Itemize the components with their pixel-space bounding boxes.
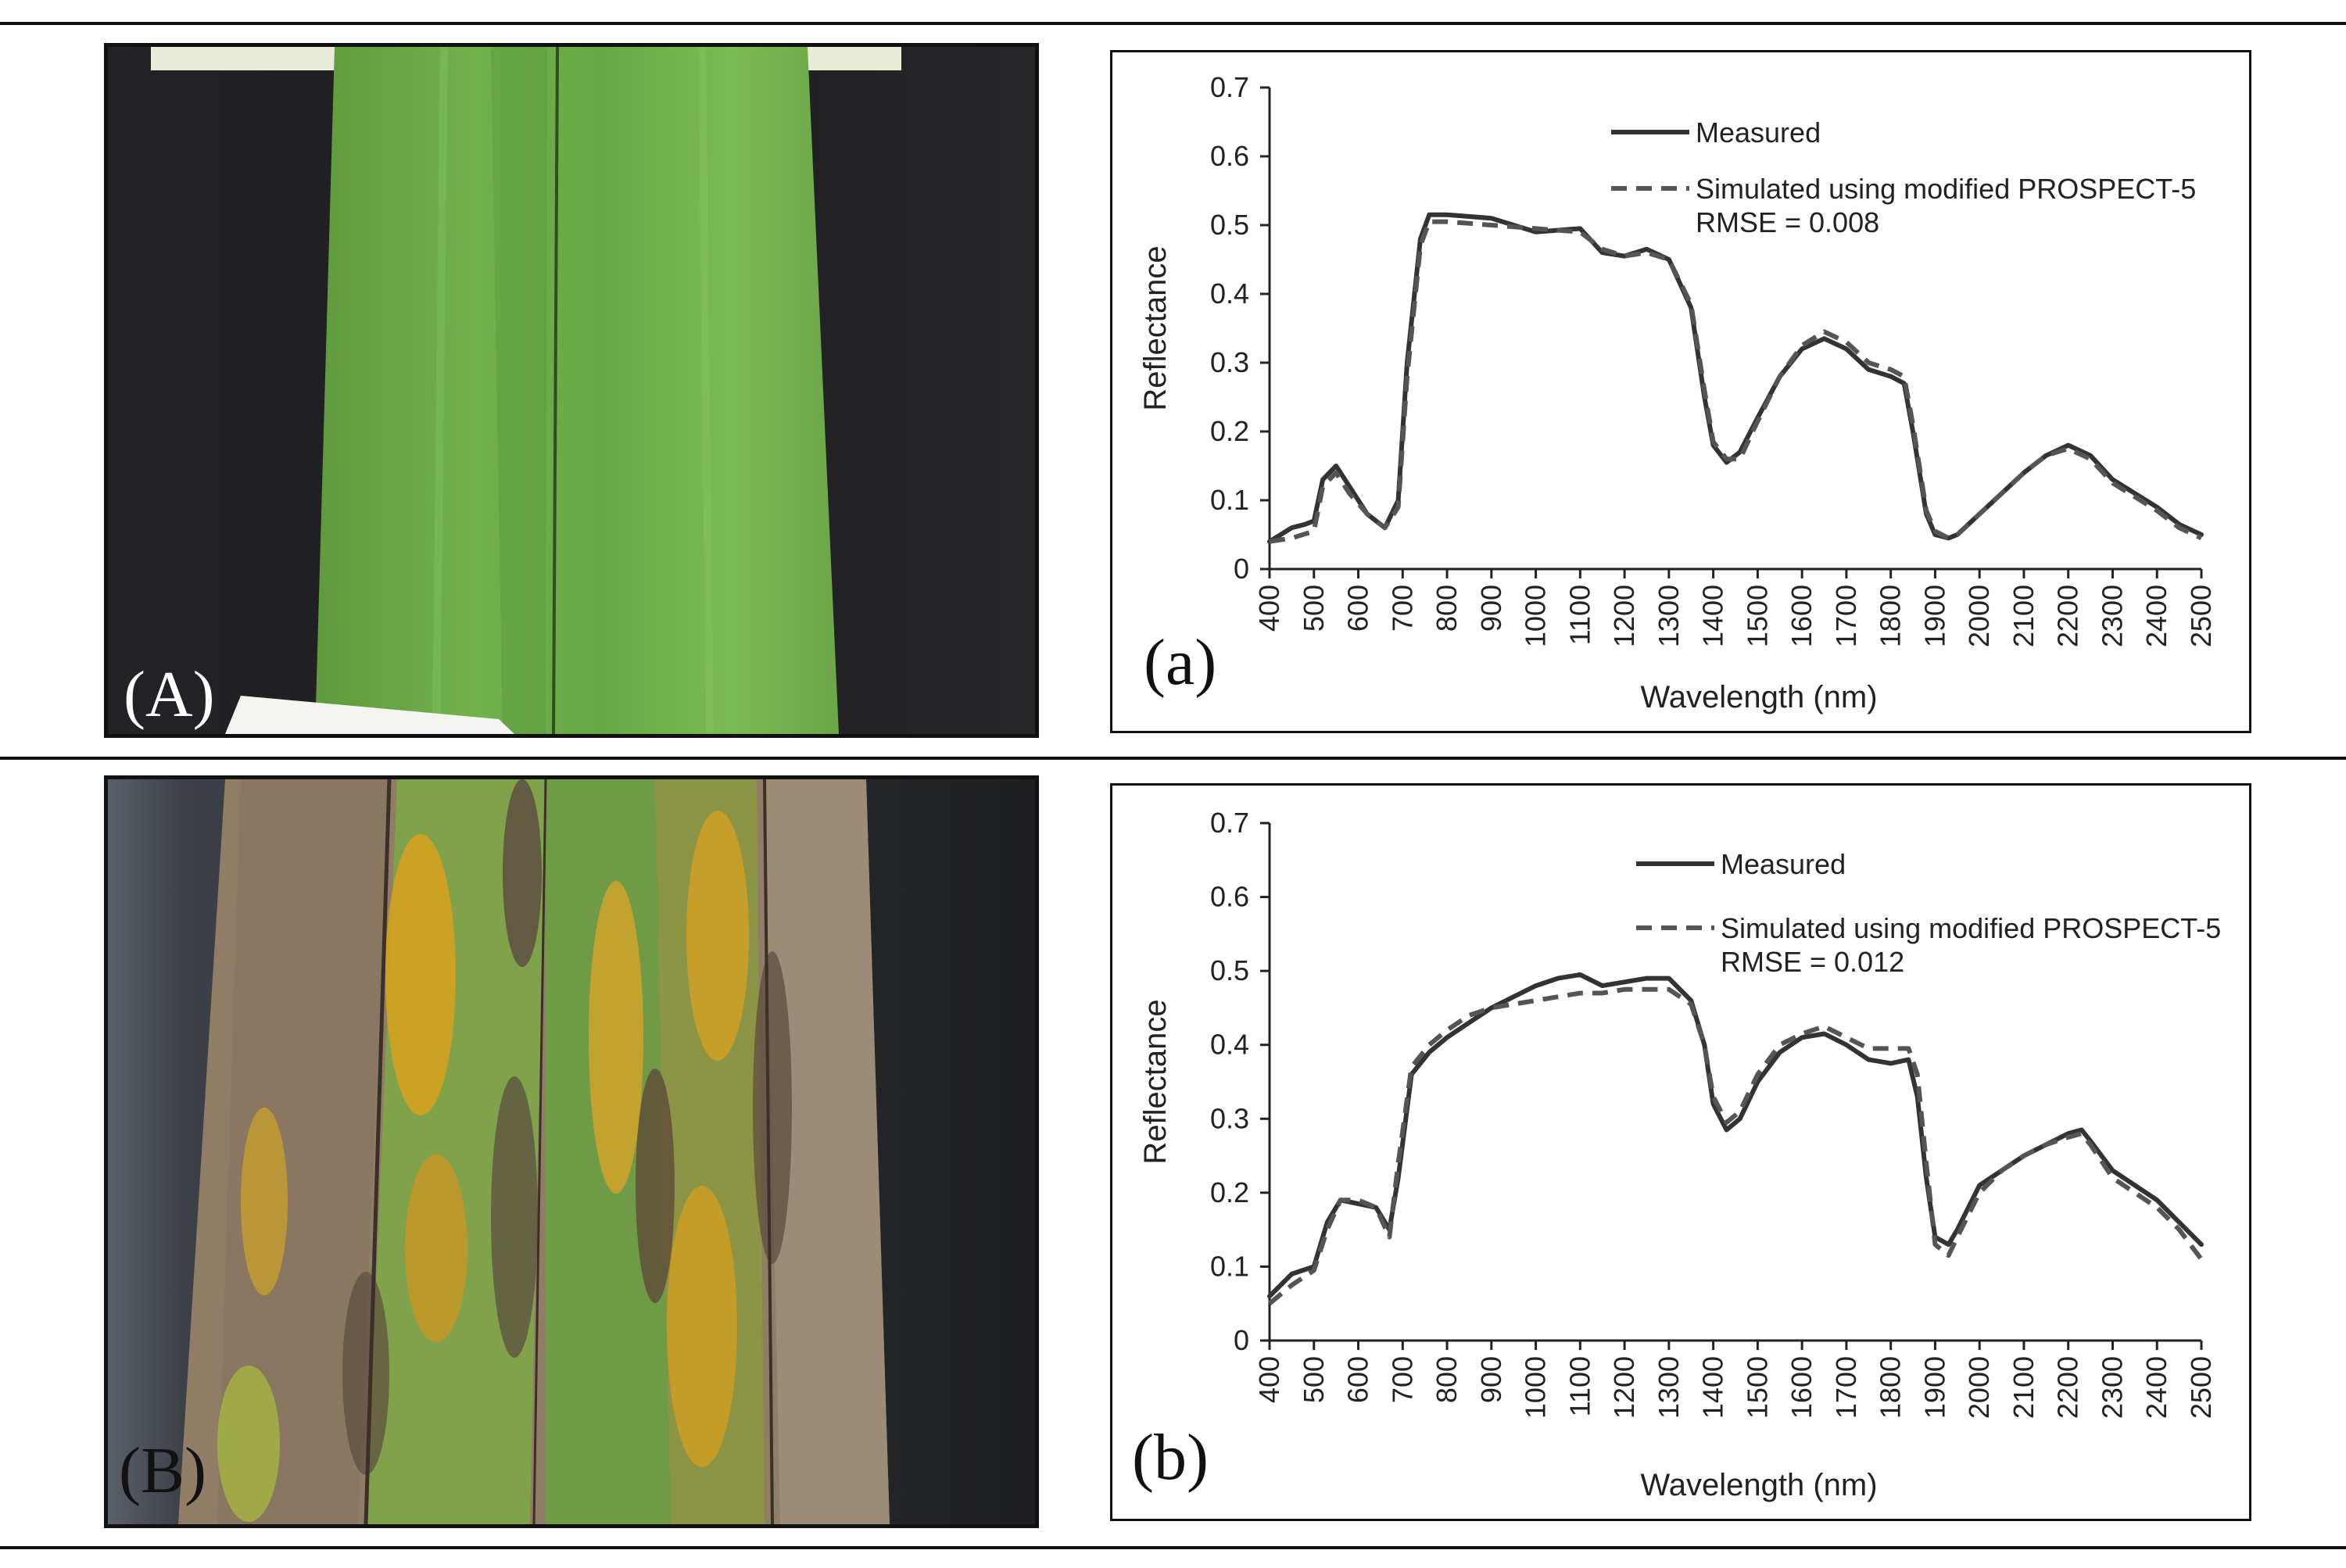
x-tick-label: 500 — [1298, 1356, 1330, 1403]
legend-label: Measured — [1721, 848, 1846, 880]
x-tick-label: 2000 — [1963, 585, 1995, 647]
x-tick-label: 800 — [1431, 1356, 1463, 1403]
x-tick-label: 2100 — [2008, 585, 2040, 647]
chart-a-svg: 0 0.1 0.2 0.3 0.4 0.5 0.6 0.7 400 500 600 700 800 900… — [1138, 71, 2217, 714]
y-axis-title: Reflectance — [1138, 999, 1173, 1164]
x-tick-label: 2100 — [2008, 1356, 2040, 1419]
x-tick-label: 2200 — [2052, 585, 2084, 647]
x-tick-label: 1300 — [1653, 585, 1685, 647]
series-line-simulated — [1268, 986, 2204, 1306]
y-tick-label: 0 — [1234, 1324, 1249, 1356]
middle-rule — [0, 757, 2346, 760]
x-tick-label: 900 — [1475, 585, 1507, 632]
y-tick-label: 0.7 — [1210, 807, 1249, 839]
x-tick-label: 700 — [1386, 1356, 1418, 1403]
y-tick-label: 0.4 — [1210, 1029, 1249, 1061]
rmse-annotation: RMSE = 0.012 — [1721, 946, 1904, 978]
healthy-leaf-illustration — [108, 47, 1035, 734]
x-tick-label: 2400 — [2140, 585, 2172, 647]
photo-healthy-leaf: (A) — [104, 43, 1039, 738]
x-tick-label: 1100 — [1563, 585, 1596, 645]
y-tick-label: 0.6 — [1210, 140, 1249, 172]
x-tick-label: 2000 — [1963, 1356, 1995, 1419]
panel-letter: (b) — [1132, 1421, 1209, 1494]
x-tick-label: 2500 — [2185, 1356, 2217, 1419]
y-axis-title: Reflectance — [1138, 245, 1173, 410]
x-tick-label: 600 — [1342, 1356, 1374, 1403]
x-tick-label: 600 — [1342, 585, 1374, 632]
y-tick-label: 0.1 — [1210, 484, 1249, 516]
x-tick-label: 1200 — [1608, 1356, 1640, 1419]
x-tick-label: 1000 — [1520, 585, 1552, 647]
legend-label: Simulated using modified PROSPECT-5 — [1721, 912, 2221, 944]
y-tick-label: 0.2 — [1210, 415, 1249, 447]
y-tick-label: 0.2 — [1210, 1176, 1249, 1208]
x-tick-label: 400 — [1253, 1356, 1285, 1403]
x-tick-label: 2200 — [2052, 1356, 2084, 1419]
y-tick-label: 0.3 — [1210, 1102, 1249, 1134]
y-tick-label: 0.7 — [1210, 71, 1249, 103]
x-tick-label: 1800 — [1875, 585, 1907, 647]
y-tick-label: 0.1 — [1210, 1250, 1249, 1282]
bottom-rule — [0, 1546, 2346, 1549]
x-tick-label: 1100 — [1563, 1356, 1596, 1416]
photo-label-a: (A) — [124, 658, 215, 731]
x-tick-label: 2500 — [2185, 585, 2217, 647]
x-tick-label: 400 — [1253, 585, 1285, 632]
x-tick-label: 1900 — [1918, 585, 1950, 647]
x-axis-title: Wavelength (nm) — [1640, 680, 1877, 714]
photo-label-b: (B) — [119, 1434, 206, 1507]
chart-panel-a: 0 0.1 0.2 0.3 0.4 0.5 0.6 0.7 400 500 600 700 800 900… — [1110, 50, 2251, 733]
x-tick-label: 700 — [1386, 585, 1418, 632]
series-line-measured — [1267, 972, 2204, 1299]
chart-b-svg: 0 0.1 0.2 0.3 0.4 0.5 0.6 0.7 400 500 600 700 800 900… — [1132, 807, 2221, 1502]
panel-letter: (a) — [1144, 626, 1216, 699]
x-tick-label: 1700 — [1830, 1356, 1862, 1419]
x-tick-label: 1500 — [1741, 585, 1773, 647]
y-tick-label: 0.5 — [1210, 209, 1249, 241]
x-tick-label: 2400 — [2140, 1356, 2172, 1419]
x-tick-label: 1600 — [1785, 585, 1818, 647]
diseased-leaf-illustration — [108, 779, 1035, 1524]
photo-diseased-leaf: (B) — [104, 775, 1039, 1528]
x-tick-label: 500 — [1298, 585, 1330, 632]
x-tick-label: 1700 — [1830, 585, 1862, 647]
rmse-annotation: RMSE = 0.008 — [1696, 206, 1879, 238]
x-tick-label: 1400 — [1697, 585, 1729, 647]
x-tick-label: 2300 — [2096, 585, 2128, 647]
y-tick-label: 0.6 — [1210, 881, 1249, 913]
x-tick-label: 900 — [1475, 1356, 1507, 1403]
x-tick-label: 1300 — [1653, 1356, 1685, 1419]
y-tick-label: 0.5 — [1210, 954, 1249, 986]
legend-label: Simulated using modified PROSPECT-5 — [1696, 173, 2196, 205]
top-rule — [0, 22, 2346, 25]
x-tick-label: 1400 — [1697, 1356, 1729, 1419]
x-tick-label: 1900 — [1918, 1356, 1950, 1419]
series-line-simulated — [1269, 219, 2203, 544]
chart-panel-b: 0 0.1 0.2 0.3 0.4 0.5 0.6 0.7 400 500 600 700 800 900… — [1110, 783, 2251, 1521]
x-tick-label: 1600 — [1785, 1356, 1818, 1419]
x-tick-label: 1800 — [1875, 1356, 1907, 1419]
x-tick-label: 2300 — [2096, 1356, 2128, 1419]
legend-label: Measured — [1696, 116, 1821, 149]
y-tick-label: 0.3 — [1210, 346, 1249, 378]
x-tick-label: 1500 — [1741, 1356, 1773, 1419]
x-tick-label: 1000 — [1520, 1356, 1552, 1419]
y-tick-label: 0 — [1234, 553, 1249, 585]
y-tick-label: 0.4 — [1210, 277, 1249, 310]
x-tick-label: 1200 — [1608, 585, 1640, 647]
x-tick-label: 800 — [1431, 585, 1463, 632]
x-axis-title: Wavelength (nm) — [1640, 1468, 1877, 1502]
